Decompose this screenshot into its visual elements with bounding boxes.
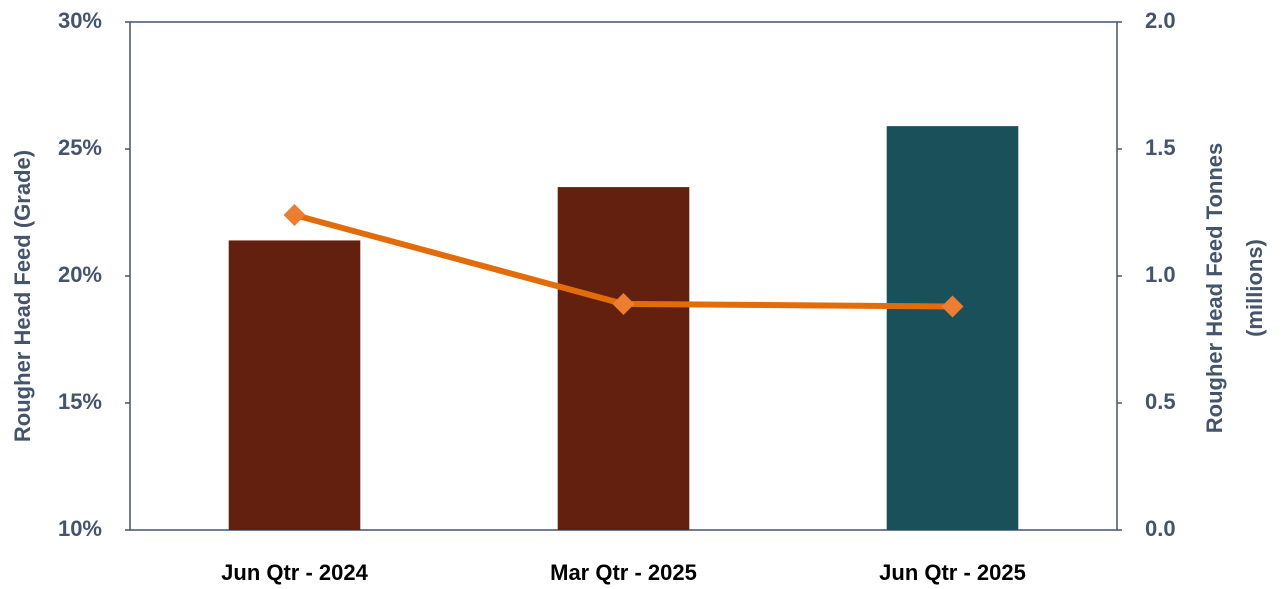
y-tick-label: 15% [58,389,102,414]
y2-axis-label: Rougher Head Feed Tonnes [1202,143,1227,434]
bar [557,187,690,530]
x-tick-label: Jun Qtr - 2024 [221,560,368,585]
x-tick-label: Mar Qtr - 2025 [550,560,697,585]
y2-tick-label: 1.0 [1145,262,1176,287]
y-tick-label: 30% [58,8,102,33]
y2-axis-label: (millions) [1242,239,1267,337]
y-tick-label: 20% [58,262,102,287]
bar [886,126,1019,530]
marker [283,204,306,227]
marker [941,295,964,318]
y2-tick-label: 0.5 [1145,389,1176,414]
y-axis-label: Rougher Head Feed (Grade) [10,150,35,442]
bar [228,240,361,530]
y2-tick-label: 2.0 [1145,8,1176,33]
marker [612,292,635,315]
y-tick-label: 10% [58,516,102,541]
y2-tick-label: 1.5 [1145,135,1176,160]
x-tick-label: Jun Qtr - 2025 [879,560,1026,585]
y2-tick-label: 0.0 [1145,516,1176,541]
y-tick-label: 25% [58,135,102,160]
